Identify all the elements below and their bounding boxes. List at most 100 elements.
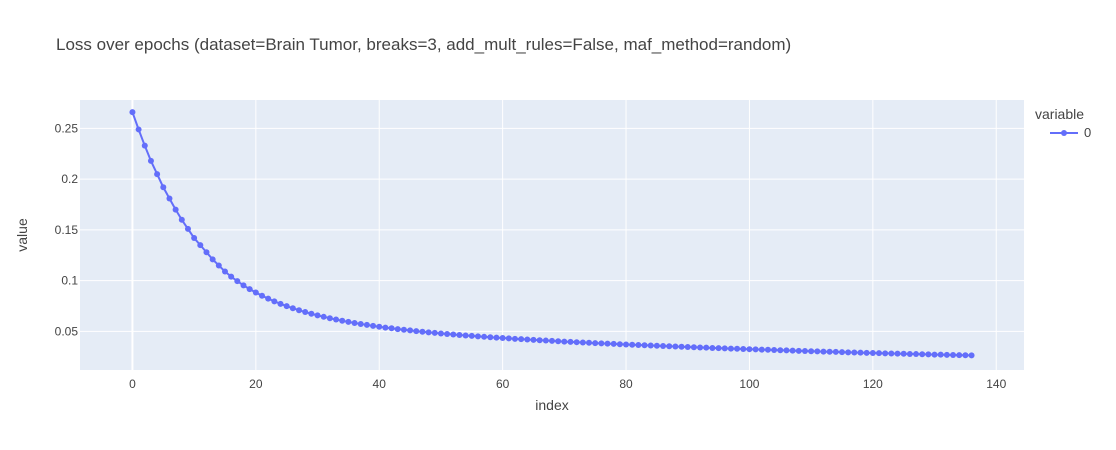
data-point[interactable] (795, 347, 802, 354)
data-point[interactable] (943, 351, 950, 358)
data-point[interactable] (462, 332, 469, 339)
data-point[interactable] (135, 126, 142, 133)
data-point[interactable] (524, 336, 531, 343)
data-point[interactable] (703, 344, 710, 351)
data-point[interactable] (382, 324, 389, 331)
data-point[interactable] (672, 343, 679, 350)
legend[interactable]: variable 0 (1035, 106, 1091, 140)
data-point[interactable] (876, 350, 883, 357)
data-point[interactable] (635, 342, 642, 349)
data-point[interactable] (690, 344, 697, 351)
data-point[interactable] (820, 348, 827, 355)
data-point[interactable] (838, 349, 845, 356)
data-point[interactable] (271, 298, 278, 305)
data-point[interactable] (783, 347, 790, 354)
data-point[interactable] (345, 318, 352, 325)
data-point[interactable] (629, 341, 636, 348)
data-point[interactable] (129, 109, 136, 116)
data-point[interactable] (407, 327, 414, 334)
data-point[interactable] (727, 345, 734, 352)
data-point[interactable] (240, 282, 247, 289)
data-point[interactable] (906, 350, 913, 357)
data-point[interactable] (863, 349, 870, 356)
data-point[interactable] (363, 321, 370, 328)
data-point[interactable] (641, 342, 648, 349)
data-point[interactable] (209, 256, 216, 263)
data-point[interactable] (487, 334, 494, 341)
data-point[interactable] (801, 348, 808, 355)
data-point[interactable] (579, 339, 586, 346)
data-point[interactable] (536, 337, 543, 344)
data-point[interactable] (203, 249, 210, 256)
data-point[interactable] (678, 343, 685, 350)
data-point[interactable] (623, 341, 630, 348)
data-point[interactable] (388, 325, 395, 332)
data-point[interactable] (888, 350, 895, 357)
data-point[interactable] (191, 235, 198, 242)
data-point[interactable] (555, 338, 562, 345)
data-point[interactable] (289, 305, 296, 312)
data-point[interactable] (197, 242, 204, 249)
data-point[interactable] (808, 348, 815, 355)
data-point[interactable] (660, 343, 667, 350)
data-point[interactable] (413, 328, 420, 335)
data-point[interactable] (308, 310, 315, 317)
data-point[interactable] (450, 331, 457, 338)
data-point[interactable] (431, 329, 438, 336)
data-point[interactable] (370, 322, 377, 329)
data-point[interactable] (493, 334, 500, 341)
data-point[interactable] (851, 349, 858, 356)
data-point[interactable] (549, 337, 555, 344)
data-point[interactable] (394, 326, 401, 333)
data-point[interactable] (184, 225, 191, 232)
data-point[interactable] (826, 348, 833, 355)
data-point[interactable] (616, 341, 623, 348)
data-point[interactable] (468, 332, 475, 339)
data-point[interactable] (956, 352, 963, 359)
data-point[interactable] (894, 350, 901, 357)
data-point[interactable] (734, 345, 741, 352)
data-point[interactable] (456, 331, 463, 338)
data-point[interactable] (869, 350, 876, 357)
data-point[interactable] (968, 352, 975, 359)
data-point[interactable] (437, 330, 444, 337)
data-point[interactable] (925, 351, 932, 358)
data-point[interactable] (314, 312, 321, 319)
data-point[interactable] (913, 351, 920, 358)
data-point[interactable] (277, 300, 284, 307)
data-point[interactable] (647, 342, 654, 349)
data-point[interactable] (931, 351, 938, 358)
data-point[interactable] (937, 351, 944, 358)
data-point[interactable] (542, 337, 549, 344)
data-point[interactable] (333, 316, 340, 323)
data-point[interactable] (228, 273, 235, 280)
data-point[interactable] (265, 295, 272, 302)
data-point[interactable] (326, 315, 333, 322)
data-point[interactable] (160, 184, 167, 191)
data-point[interactable] (178, 216, 185, 223)
data-point[interactable] (592, 340, 599, 347)
data-point[interactable] (832, 348, 839, 355)
data-point[interactable] (296, 307, 303, 314)
data-point[interactable] (746, 346, 753, 353)
data-point[interactable] (962, 352, 969, 359)
data-point[interactable] (919, 351, 926, 358)
data-point[interactable] (221, 268, 228, 275)
data-point[interactable] (567, 338, 574, 345)
data-point[interactable] (684, 343, 691, 350)
data-point[interactable] (752, 346, 759, 353)
data-point[interactable] (320, 313, 327, 320)
data-point[interactable] (154, 171, 161, 178)
data-point[interactable] (444, 330, 451, 337)
legend-item-series-0[interactable]: 0 (1050, 125, 1091, 140)
data-point[interactable] (764, 346, 771, 353)
data-point[interactable] (351, 320, 358, 326)
data-point[interactable] (518, 336, 525, 343)
data-point[interactable] (234, 278, 241, 285)
data-point[interactable] (511, 335, 518, 342)
data-point[interactable] (653, 342, 660, 349)
data-point[interactable] (598, 340, 605, 347)
data-point[interactable] (740, 345, 747, 352)
data-point[interactable] (777, 347, 784, 354)
data-point[interactable] (246, 286, 253, 293)
